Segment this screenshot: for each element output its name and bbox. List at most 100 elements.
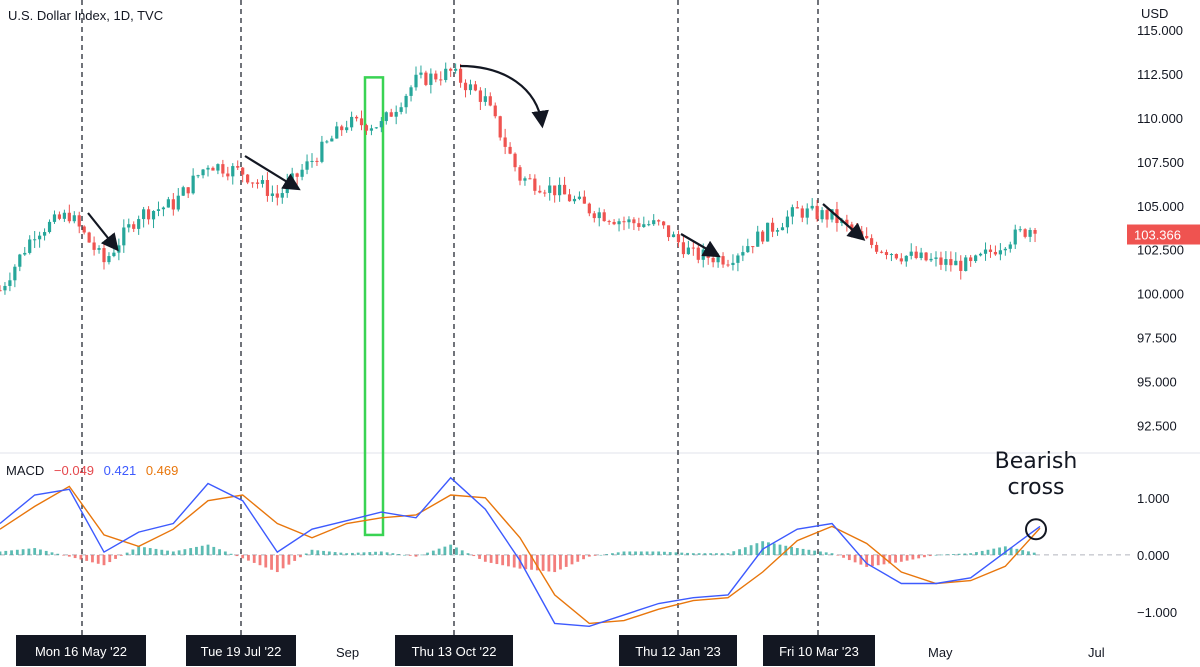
histogram-bar xyxy=(403,554,406,556)
candle-body xyxy=(226,173,230,177)
candle-body xyxy=(954,260,958,266)
candle-body xyxy=(756,231,760,247)
time-axis[interactable]: Sep May Jul Mon 16 May '22 Tue 19 Jul '22 Thu… xyxy=(16,635,1105,666)
histogram-bar xyxy=(795,548,799,555)
candle-body xyxy=(964,257,968,271)
candle-body xyxy=(439,79,443,81)
candle-body xyxy=(236,166,240,168)
histogram-bar xyxy=(1027,551,1030,555)
candle-body xyxy=(18,254,22,267)
histogram-bar xyxy=(928,554,932,557)
candle-body xyxy=(196,175,200,177)
histogram-bar xyxy=(79,554,83,560)
candle-body xyxy=(394,111,398,117)
histogram-bar xyxy=(67,554,71,557)
candle-body xyxy=(860,231,864,236)
histogram-bar xyxy=(39,549,42,555)
trend-arrow xyxy=(87,212,119,252)
candle-body xyxy=(97,248,101,250)
crosshair-date-label: Thu 12 Jan '23 xyxy=(635,644,721,659)
histogram-bar xyxy=(743,547,747,555)
crosshair-date-badge xyxy=(395,635,513,666)
histogram-bar xyxy=(426,552,429,555)
histogram-bar xyxy=(299,554,302,558)
histogram-bar xyxy=(807,549,811,555)
histogram-bar xyxy=(44,550,48,555)
histogram-bar xyxy=(4,550,8,555)
histogram-bar xyxy=(911,554,915,560)
candle-body xyxy=(23,252,27,255)
price-tick-label: 105.000 xyxy=(1137,199,1184,214)
candle-body xyxy=(845,219,849,225)
histogram-bar xyxy=(252,554,256,563)
histogram-bar xyxy=(530,554,533,570)
candle-body xyxy=(419,72,423,75)
candle-body xyxy=(221,164,225,174)
candle-body xyxy=(795,207,799,209)
candle-body xyxy=(929,258,933,261)
histogram-bar xyxy=(738,549,741,555)
histogram-bar xyxy=(559,554,562,570)
candle-body xyxy=(1018,229,1022,231)
histogram-bar xyxy=(333,552,337,555)
candle-body xyxy=(766,222,770,242)
histogram-bar xyxy=(264,554,268,568)
candle-body xyxy=(884,252,889,256)
crosshair-date-label: Tue 19 Jul '22 xyxy=(201,644,282,659)
candle-body xyxy=(77,215,81,227)
candle-body xyxy=(92,242,96,250)
histogram-bar xyxy=(114,554,117,559)
macd-axis[interactable]: 1.000 0.000 −1.000 xyxy=(1137,491,1177,620)
histogram-bar xyxy=(836,554,840,556)
histogram-bar xyxy=(871,554,874,567)
candle-body xyxy=(647,224,651,226)
axis-unit-label: USD xyxy=(1141,6,1169,21)
histogram-bar xyxy=(645,551,649,555)
macd-legend: MACD −0.049 0.421 0.469 xyxy=(6,463,178,478)
histogram-bar xyxy=(865,554,869,567)
histogram-bar xyxy=(628,551,632,555)
candle-body xyxy=(582,196,586,204)
histogram-bar xyxy=(634,551,637,555)
histogram-bar xyxy=(767,542,770,555)
histogram-bar xyxy=(287,554,291,565)
histogram-bar xyxy=(15,549,19,555)
candle-body xyxy=(558,184,562,196)
candle-body xyxy=(478,90,482,102)
candle-body xyxy=(87,232,91,243)
price-axis[interactable]: 115.000 112.500 110.000 107.500 105.000 102.5… xyxy=(1137,23,1184,434)
macd-histogram xyxy=(0,541,1036,573)
histogram-bar xyxy=(946,554,949,555)
date-markers xyxy=(81,0,819,635)
candle-body xyxy=(320,141,324,162)
candle-body xyxy=(211,167,215,171)
candle-body xyxy=(865,235,869,239)
candle-body xyxy=(1033,230,1037,234)
histogram-bar xyxy=(56,553,60,555)
candle-body xyxy=(330,138,334,142)
histogram-bar xyxy=(258,554,262,566)
candle-body xyxy=(642,224,646,227)
histogram-bar xyxy=(1003,546,1007,555)
candle-body xyxy=(998,250,1002,255)
candle-body xyxy=(449,68,453,71)
histogram-bar xyxy=(599,554,603,556)
candle-body xyxy=(969,257,973,262)
histogram-bar xyxy=(749,545,753,555)
candle-body xyxy=(52,214,57,222)
histogram-bar xyxy=(899,554,903,562)
price-tick-label: 97.500 xyxy=(1137,331,1177,346)
histogram-bar xyxy=(154,548,158,555)
candle-body xyxy=(335,126,339,139)
histogram-bar xyxy=(102,554,106,566)
histogram-bar xyxy=(680,552,684,555)
candle-body xyxy=(691,247,695,249)
candle-body xyxy=(483,96,487,102)
candle-body xyxy=(166,199,170,208)
candle-body xyxy=(206,167,210,170)
candle-body xyxy=(815,205,819,220)
histogram-bar xyxy=(709,553,713,555)
candle-body xyxy=(899,258,903,262)
histogram-bar xyxy=(466,553,470,555)
